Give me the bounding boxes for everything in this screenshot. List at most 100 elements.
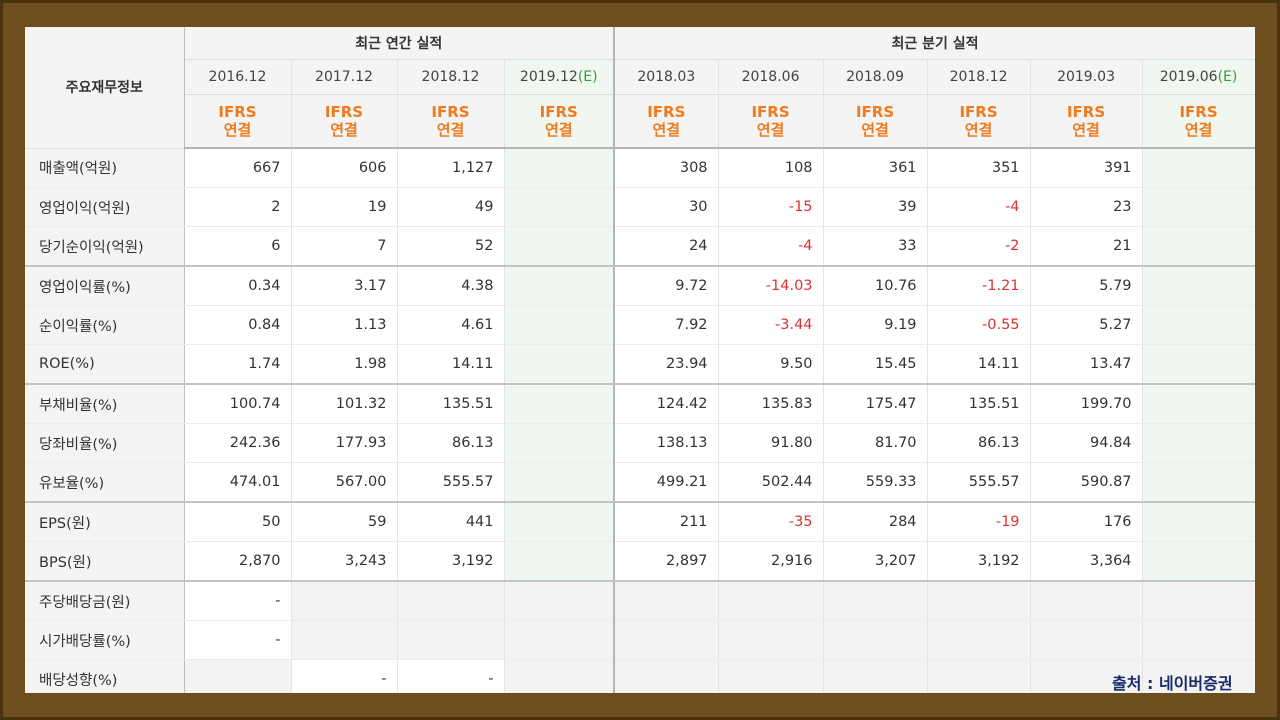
table-cell: 9.19 [823, 305, 928, 345]
table-cell [504, 344, 616, 385]
financial-summary-table: 주요재무정보 최근 연간 실적 최근 분기 실적 2016.12 2017.12 2… [25, 27, 1255, 693]
table-cell: 0.34 [184, 266, 292, 306]
table-cell: 52 [397, 226, 505, 267]
table-cell: -4 [927, 187, 1031, 227]
ifrs-label: IFRS [324, 103, 364, 121]
consolidated-label: 연결 [544, 121, 573, 139]
row-label: 유보율(%) [25, 462, 185, 503]
table-cell [1030, 659, 1143, 693]
table-cell [1142, 659, 1255, 693]
table-cell [397, 581, 505, 621]
consolidated-label: 연결 [1072, 121, 1100, 139]
table-cell [614, 620, 719, 660]
table-cell: -2 [927, 226, 1031, 267]
table-row: 주당배당금(원) - [25, 581, 1255, 621]
table-cell [504, 384, 616, 424]
table-cell [1142, 305, 1255, 345]
period-basis-2: IFRS 연결 [397, 94, 505, 149]
table-cell [504, 541, 616, 582]
ifrs-label: IFRS [647, 103, 686, 121]
table-cell [927, 620, 1031, 660]
table-cell: - [184, 620, 292, 660]
table-row: EPS(원) 50 59 441 211 -35 284 -19 176 [25, 502, 1255, 542]
table-cell: 49 [397, 187, 505, 227]
row-label: 당기순이익(억원) [25, 226, 185, 267]
table-cell: 14.11 [927, 344, 1031, 385]
ifrs-label: IFRS [959, 103, 998, 121]
ifrs-label: IFRS [1179, 103, 1218, 121]
table-cell: 124.42 [614, 384, 719, 424]
consolidated-label: 연결 [756, 121, 785, 139]
table-row: 유보율(%) 474.01 567.00 555.57 499.21 502.44 559.… [25, 462, 1255, 503]
row-label: BPS(원) [25, 541, 185, 582]
period-basis-4: IFRS 연결 [614, 94, 719, 149]
ifrs-label: IFRS [855, 103, 895, 121]
table-cell: 308 [614, 148, 719, 188]
table-row: 배당성향(%) - - [25, 659, 1255, 693]
table-cell: 30 [614, 187, 719, 227]
table-cell: 94.84 [1030, 423, 1143, 463]
table-cell: 135.51 [397, 384, 505, 424]
table-cell: 21 [1030, 226, 1143, 267]
table-cell: 3,364 [1030, 541, 1143, 582]
table-cell [1030, 581, 1143, 621]
row-label: 매출액(억원) [25, 148, 185, 188]
table-cell: 499.21 [614, 462, 719, 503]
consolidated-label: 연결 [436, 121, 465, 139]
table-cell: -0.55 [927, 305, 1031, 345]
period-basis-6: IFRS 연결 [823, 94, 928, 149]
row-label: EPS(원) [25, 502, 185, 542]
period-date-1: 2017.12 [291, 59, 398, 95]
table-cell: 9.50 [718, 344, 824, 385]
table-cell: 6 [184, 226, 292, 267]
table-cell: -4 [718, 226, 824, 267]
table-cell: 351 [927, 148, 1031, 188]
table-cell [1142, 148, 1255, 188]
table-cell: 15.45 [823, 344, 928, 385]
source-note: 출처 : 네이버증권 [1112, 674, 1233, 693]
row-label: 시가배당률(%) [25, 620, 185, 660]
table-row: 시가배당률(%) - [25, 620, 1255, 660]
table-cell: 108 [718, 148, 824, 188]
period-date-text: 2018.12 [949, 69, 1008, 85]
table-cell: 3,207 [823, 541, 928, 582]
table-cell: 135.51 [927, 384, 1031, 424]
period-date-text: 2018.06 [741, 69, 800, 85]
table-cell: 81.70 [823, 423, 928, 463]
table-cell: 24 [614, 226, 719, 267]
table-row: 영업이익률(%) 0.34 3.17 4.38 9.72 -14.03 10.76 -1.21… [25, 266, 1255, 306]
consolidated-label: 연결 [861, 121, 889, 139]
table-row: 당기순이익(억원) 6 7 52 24 -4 33 -2 21 [25, 226, 1255, 267]
table-cell: 19 [291, 187, 398, 227]
table-cell [397, 620, 505, 660]
table-cell: 1.98 [291, 344, 398, 385]
table-cell: 176 [1030, 502, 1143, 542]
table-cell: 1.74 [184, 344, 292, 385]
table-cell: 101.32 [291, 384, 398, 424]
table-cell: 7.92 [614, 305, 719, 345]
table-cell: 3,192 [397, 541, 505, 582]
ifrs-label: IFRS [539, 103, 578, 121]
table-cell [1142, 423, 1255, 463]
ifrs-label: IFRS [751, 103, 790, 121]
table-row: 순이익률(%) 0.84 1.13 4.61 7.92 -3.44 9.19 -0.55 5.2… [25, 305, 1255, 345]
table-cell: 4.61 [397, 305, 505, 345]
table-cell: 5.27 [1030, 305, 1143, 345]
table-cell: 3,192 [927, 541, 1031, 582]
row-label: ROE(%) [25, 344, 185, 385]
table-cell: 13.47 [1030, 344, 1143, 385]
financial-panel: 주요재무정보 최근 연간 실적 최근 분기 실적 2016.12 2017.12 2… [25, 27, 1255, 693]
quarter-header: 최근 분기 실적 [614, 27, 1255, 60]
table-cell: 50 [184, 502, 292, 542]
table-cell: 33 [823, 226, 928, 267]
period-basis-9: IFRS 연결 [1142, 94, 1255, 149]
table-cell [1142, 226, 1255, 267]
table-row: 당좌비율(%) 242.36 177.93 86.13 138.13 91.80 81.70… [25, 423, 1255, 463]
period-basis-7: IFRS 연결 [927, 94, 1031, 149]
ifrs-label: IFRS [218, 103, 257, 121]
table-corner-label: 주요재무정보 [25, 27, 185, 149]
table-cell: 555.57 [927, 462, 1031, 503]
table-cell [504, 266, 616, 306]
ifrs-label: IFRS [431, 103, 470, 121]
table-cell: 86.13 [397, 423, 505, 463]
